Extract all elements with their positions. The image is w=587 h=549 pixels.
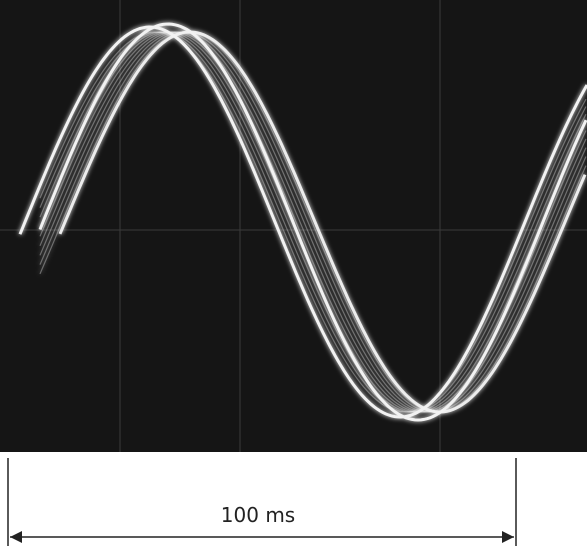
trace <box>39 31 587 413</box>
traces <box>18 22 587 422</box>
trace <box>39 31 587 413</box>
trace <box>18 25 587 419</box>
scale-label: 100 ms <box>221 503 295 527</box>
trace <box>38 22 587 422</box>
trace <box>39 31 587 413</box>
trace <box>39 31 587 413</box>
trace <box>58 30 587 414</box>
trace <box>39 31 587 413</box>
